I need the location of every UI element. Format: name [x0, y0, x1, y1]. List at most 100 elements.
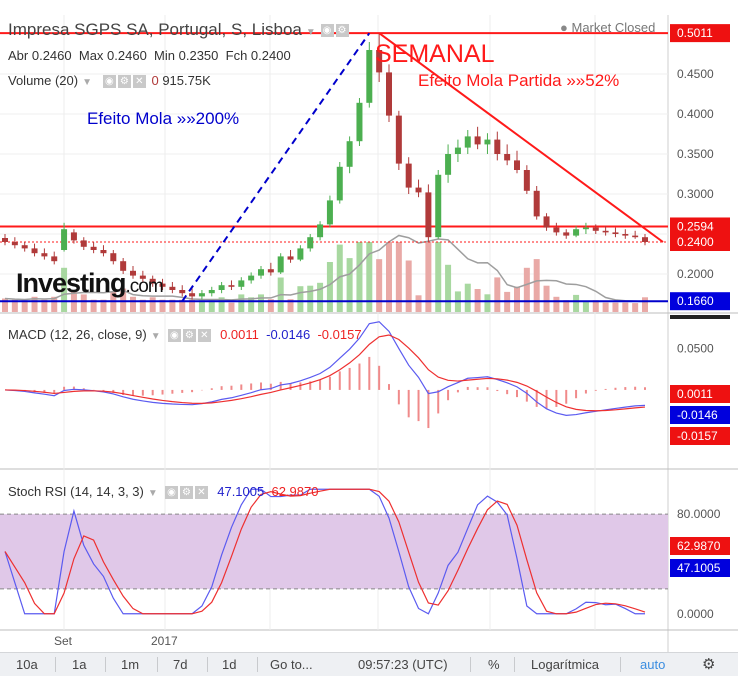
volume-bar [267, 299, 274, 312]
macd-signal-line [4, 334, 646, 412]
annotation-mola: Efeito Mola »»200% [87, 109, 240, 128]
candle-body [395, 115, 402, 164]
macd-label[interactable]: MACD (12, 26, close, 9) [8, 327, 147, 342]
volume-bar [11, 299, 18, 312]
volume-bar [208, 300, 215, 312]
price-tag [670, 24, 730, 43]
macd-value-tag-text: -0.0157 [677, 429, 718, 443]
candle-body [523, 170, 530, 191]
eye-icon[interactable]: ◉ [165, 486, 178, 500]
candle-body [336, 166, 343, 201]
candle-body [208, 290, 215, 294]
gear-icon[interactable]: ⚙ [182, 329, 196, 343]
close-icon[interactable]: ✕ [132, 75, 146, 89]
candle-body [287, 256, 294, 260]
candle-body [130, 270, 136, 276]
volume-bar [51, 296, 58, 312]
candle-body [386, 72, 392, 116]
ohlc-value: 0.2400 [250, 48, 291, 63]
stoch-k-value: 47.1005 [217, 484, 265, 499]
range-button-10a[interactable]: 10a [16, 657, 38, 672]
price-tick-label: 0.3500 [677, 147, 714, 161]
macd-line-value: -0.0146 [266, 327, 311, 342]
candle-body [425, 192, 432, 238]
gear-icon[interactable]: ⚙ [117, 75, 131, 89]
chevron-down-icon[interactable]: ▼ [150, 331, 161, 342]
eye-icon[interactable]: ◉ [102, 75, 116, 89]
eye-icon[interactable]: ◉ [320, 24, 334, 38]
divider [105, 657, 106, 672]
stoch-label[interactable]: Stoch RSI (14, 14, 3, 3) [8, 484, 144, 499]
volume-bar [198, 300, 205, 312]
candle-body [553, 227, 560, 233]
annotation-semanal: SEMANAL [375, 40, 495, 68]
candle-body [248, 275, 255, 281]
candle-body [149, 278, 156, 284]
percent-toggle[interactable]: % [488, 657, 500, 672]
stoch-tick-label: 80.0000 [677, 507, 721, 521]
candle-body [376, 50, 383, 73]
volume-bar [533, 259, 540, 312]
volume-bar [159, 299, 166, 312]
volume-bar [80, 294, 87, 312]
candle-body [307, 237, 314, 249]
volume-bar [228, 302, 235, 312]
macd-line [4, 321, 646, 417]
price-tick-label: 0.4000 [677, 107, 714, 121]
macd-value-tag [670, 385, 730, 403]
range-button-1a[interactable]: 1a [72, 657, 87, 672]
candle-body [189, 293, 196, 297]
volume-label[interactable]: Volume (20) [8, 73, 79, 88]
ohlc-label: Max [78, 48, 104, 63]
range-button-1m[interactable]: 1m [121, 657, 140, 672]
instrument-title-row: Impresa SGPS SA, Portugal, S, Lisboa ▼ ◉ ⚙ [8, 20, 351, 40]
close-icon[interactable]: ✕ [197, 329, 211, 343]
volume-bar [130, 296, 136, 312]
volume-bar [602, 302, 609, 312]
price-tag [670, 217, 730, 236]
settings-gear-icon[interactable]: ⚙ [702, 656, 716, 673]
bottom-toolbar: 10a 1a 1m 7d 1d Go to... 09:57:23 (UTC) … [0, 652, 738, 676]
volume-bar [61, 267, 68, 312]
range-button-1d[interactable]: 1d [222, 657, 237, 672]
instrument-title[interactable]: Impresa SGPS SA, Portugal, S, Lisboa [8, 20, 302, 39]
candle-body [366, 50, 373, 103]
volume-bar [632, 303, 639, 312]
trend-line-mola [181, 32, 371, 302]
stoch-value-tag [670, 537, 730, 555]
divider [157, 657, 158, 672]
chevron-down-icon[interactable]: ▼ [147, 488, 158, 499]
candle-body [169, 286, 176, 290]
candle-body [494, 139, 501, 154]
volume-bar [238, 294, 245, 312]
candle-body [2, 238, 8, 242]
volume-bar [297, 286, 304, 312]
volume-bar [395, 242, 402, 312]
goto-button[interactable]: Go to... [270, 657, 313, 672]
price-tick-label: 0.4500 [677, 67, 714, 81]
volume-bar [514, 286, 520, 312]
divider [620, 657, 621, 672]
chevron-down-icon[interactable]: ▼ [305, 27, 316, 38]
close-icon[interactable]: ✕ [195, 486, 208, 500]
range-button-7d[interactable]: 7d [173, 657, 188, 672]
volume-bar [326, 262, 333, 312]
candle-body [21, 245, 28, 249]
volume-bar [435, 242, 442, 312]
chevron-down-icon[interactable]: ▼ [82, 77, 92, 88]
trend-line-descending [378, 32, 664, 243]
log-toggle[interactable]: Logarítmica [531, 657, 599, 672]
candle-body [297, 248, 304, 260]
candle-body [238, 280, 245, 287]
ohlc-value: 0.2350 [178, 48, 219, 63]
price-tick-label: 0.2000 [677, 267, 714, 281]
auto-toggle[interactable]: auto [640, 657, 666, 672]
gear-icon[interactable]: ⚙ [335, 24, 349, 38]
candle-body [110, 253, 117, 262]
volume-bar [336, 244, 343, 312]
candle-body [346, 141, 353, 167]
eye-icon[interactable]: ◉ [167, 329, 181, 343]
price-tick-label: 0.3000 [677, 187, 714, 201]
gear-icon[interactable]: ⚙ [180, 486, 193, 500]
